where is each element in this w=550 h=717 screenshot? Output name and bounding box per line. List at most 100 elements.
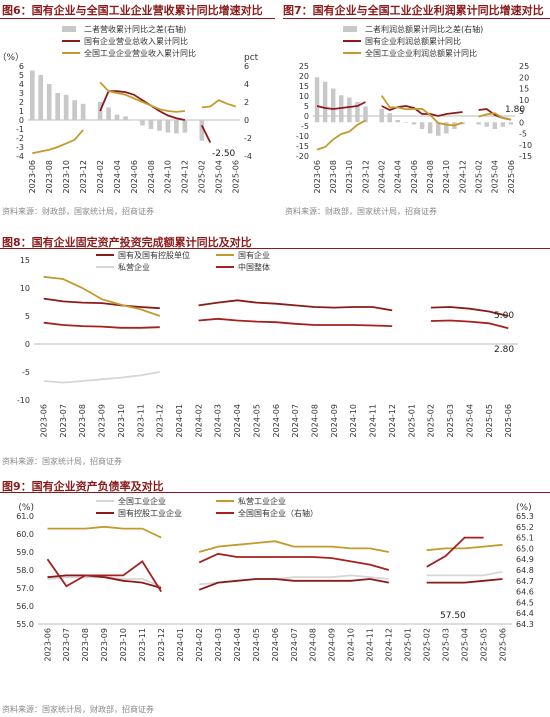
fig7-chart: -20-15-10-50510152025-15-10-505101520252…: [296, 24, 532, 193]
fig8-ytick-left: 0: [25, 340, 30, 349]
fig9-xtick: 2024-01: [176, 628, 185, 661]
fig9-line-series-2: [47, 574, 503, 591]
fig6-bar: [148, 120, 154, 129]
fig9-xtick: 2024-05: [252, 628, 261, 661]
fig6-xtick: 2024-06: [130, 160, 139, 193]
fig9-ytick-right: 65.0: [516, 544, 534, 553]
fig9-xtick: 2025-04: [460, 628, 469, 661]
fig7-xtick: 2025-02: [474, 160, 483, 193]
fig6-annotation: -2.50: [212, 149, 236, 159]
fig6-ylabel-left: （%）: [0, 52, 24, 63]
fig6-bar: [38, 75, 44, 120]
fig7-legend-label: 国有企业利润总额累计同比: [365, 36, 461, 46]
fig8-xtick: 2023-12: [156, 404, 165, 437]
fig9-ytick-right: 64.8: [516, 566, 534, 575]
fig7-bar: [476, 122, 481, 125]
fig7-bar: [444, 122, 449, 134]
fig9-xtick: 2025-03: [441, 628, 450, 661]
fig9-ytick-right: 64.5: [516, 598, 534, 607]
fig7-ytick-right: -15: [519, 152, 532, 161]
fig8-line-series-1: [43, 275, 161, 317]
fig7-ytick-left: -5: [301, 122, 309, 131]
fig8-legend-label: 国有及国有控股单位: [118, 250, 190, 260]
fig6-legend-label: 全国工业企业营业收入累计同比: [84, 48, 196, 58]
fig7-line-series-1: [316, 101, 512, 121]
fig7-ytick-left: 25: [299, 62, 309, 71]
fig8-panel: 图8：国有企业固定资产投资完成额累计同比及对比 -10 -5 0 5 10 15 2023-…: [0, 234, 550, 466]
fig8-xtick: 2024-11: [369, 404, 378, 437]
fig9-xtick: 2024-12: [385, 628, 394, 661]
fig9-chart: 55.0 56.0 57.0 58.0 59.0 60.0 61.0 64.3 64.4 64.5…: [16, 496, 534, 661]
fig9-ytick-left: 55.0: [16, 620, 34, 629]
fig6-ytick-left: 1: [19, 107, 24, 116]
fig7-xtick: 2024-04: [394, 160, 403, 193]
fig6-ytick-right: 6: [244, 62, 249, 71]
fig9-legend-label: 国有控股工业企业: [118, 508, 182, 518]
fig8-ytick-left: -10: [17, 396, 30, 405]
fig7-xtick: 2025-04: [491, 160, 500, 193]
fig8-ytick-left: 5: [25, 312, 30, 321]
fig7-xtick: 2023-10: [345, 160, 354, 193]
fig6-ytick-left: -2: [16, 134, 24, 143]
fig6-legend-label: 国有企业营业总收入累计同比: [84, 36, 188, 46]
fig7-ytick-right: 20: [519, 73, 529, 82]
fig7-legend-label: 二者利润总额累计同比之差(右轴): [365, 24, 483, 34]
fig9-xtick: 2024-07: [290, 628, 299, 661]
fig7-bar: [508, 122, 514, 125]
fig8-xtick: 2024-09: [330, 404, 339, 437]
fig6-xtick: 2025-02: [198, 160, 207, 193]
fig6-bar: [123, 116, 128, 120]
fig7-bar: [411, 122, 417, 125]
fig7-ytick-left: 20: [299, 72, 309, 81]
fig7-xtick: 2024-12: [458, 160, 467, 193]
fig7-ytick-left: -15: [296, 142, 309, 151]
fig8-xtick: 2023-10: [117, 404, 126, 437]
fig8-xtick: 2023-06: [39, 404, 48, 437]
fig8-annotation: 2.80: [494, 345, 514, 355]
fig6-title-rule: [0, 18, 275, 19]
fig9-legend-label: 全国工业企业: [118, 496, 166, 506]
fig7-xtick: 2024-06: [410, 160, 419, 193]
fig9-panel: 图9：国有企业资产负债率及对比 55.0 56.0 57.0 58.0 59.0 60.0…: [0, 478, 550, 717]
fig6-ylabel-right: pct: [244, 53, 259, 63]
fig9-title-rule: [0, 492, 550, 493]
fig9-xtick: 2025-06: [498, 628, 507, 661]
fig9-xtick: 2024-04: [233, 628, 242, 661]
fig9-xtick: 2024-06: [271, 628, 280, 661]
fig6-ytick-left: -3: [16, 143, 24, 152]
fig6-ytick-right: -4: [244, 152, 252, 161]
fig9-xtick: 2024-10: [347, 628, 356, 661]
fig7-bar: [347, 97, 352, 123]
fig8-xtick: 2023-07: [59, 404, 68, 437]
fig6-ytick-right: 4: [244, 80, 249, 89]
fig6-bar: [165, 120, 171, 133]
fig9-xtick: 2024-11: [366, 628, 375, 661]
fig6-xtick: 2025-04: [215, 160, 224, 193]
fig6-bar: [80, 103, 86, 120]
fig9-xtick: 2024-02: [195, 628, 204, 661]
fig8-line-series-2: [43, 371, 160, 384]
fig6-ytick-right: 0: [244, 116, 249, 125]
fig7-bar: [492, 122, 498, 129]
fig9-xtick: 2023-09: [100, 628, 109, 661]
fig7-title: 图7：国有企业与全国工业企业利润累计同比增速对比: [283, 4, 544, 17]
fig7-bar: [355, 102, 360, 123]
fig7-ytick-right: 0: [519, 118, 524, 127]
fig7-annotation: 1.80: [505, 105, 525, 115]
fig9-xtick: 2025-02: [422, 628, 431, 661]
fig6-ytick-left: 3: [19, 89, 24, 98]
fig6-ytick-right: -2: [244, 134, 252, 143]
fig7-xtick: 2025-06: [507, 160, 516, 193]
fig6-xtick: 2024-08: [147, 160, 156, 193]
fig7-ytick-left: -20: [296, 152, 309, 161]
fig8-xtick: 2025-01: [407, 404, 416, 437]
fig6-line-series-2: [32, 81, 237, 155]
fig9-line-series-3: [46, 536, 484, 593]
fig6-ytick-left: 4: [19, 80, 24, 89]
fig7-bar: [314, 77, 320, 123]
fig7-xtick: 2023-08: [329, 160, 338, 193]
fig9-xtick: 2025-01: [404, 628, 413, 661]
fig8-annotation: 5.00: [494, 311, 514, 321]
fig7-ytick-right: -5: [519, 130, 527, 139]
fig6-ytick-left: -1: [16, 125, 24, 134]
